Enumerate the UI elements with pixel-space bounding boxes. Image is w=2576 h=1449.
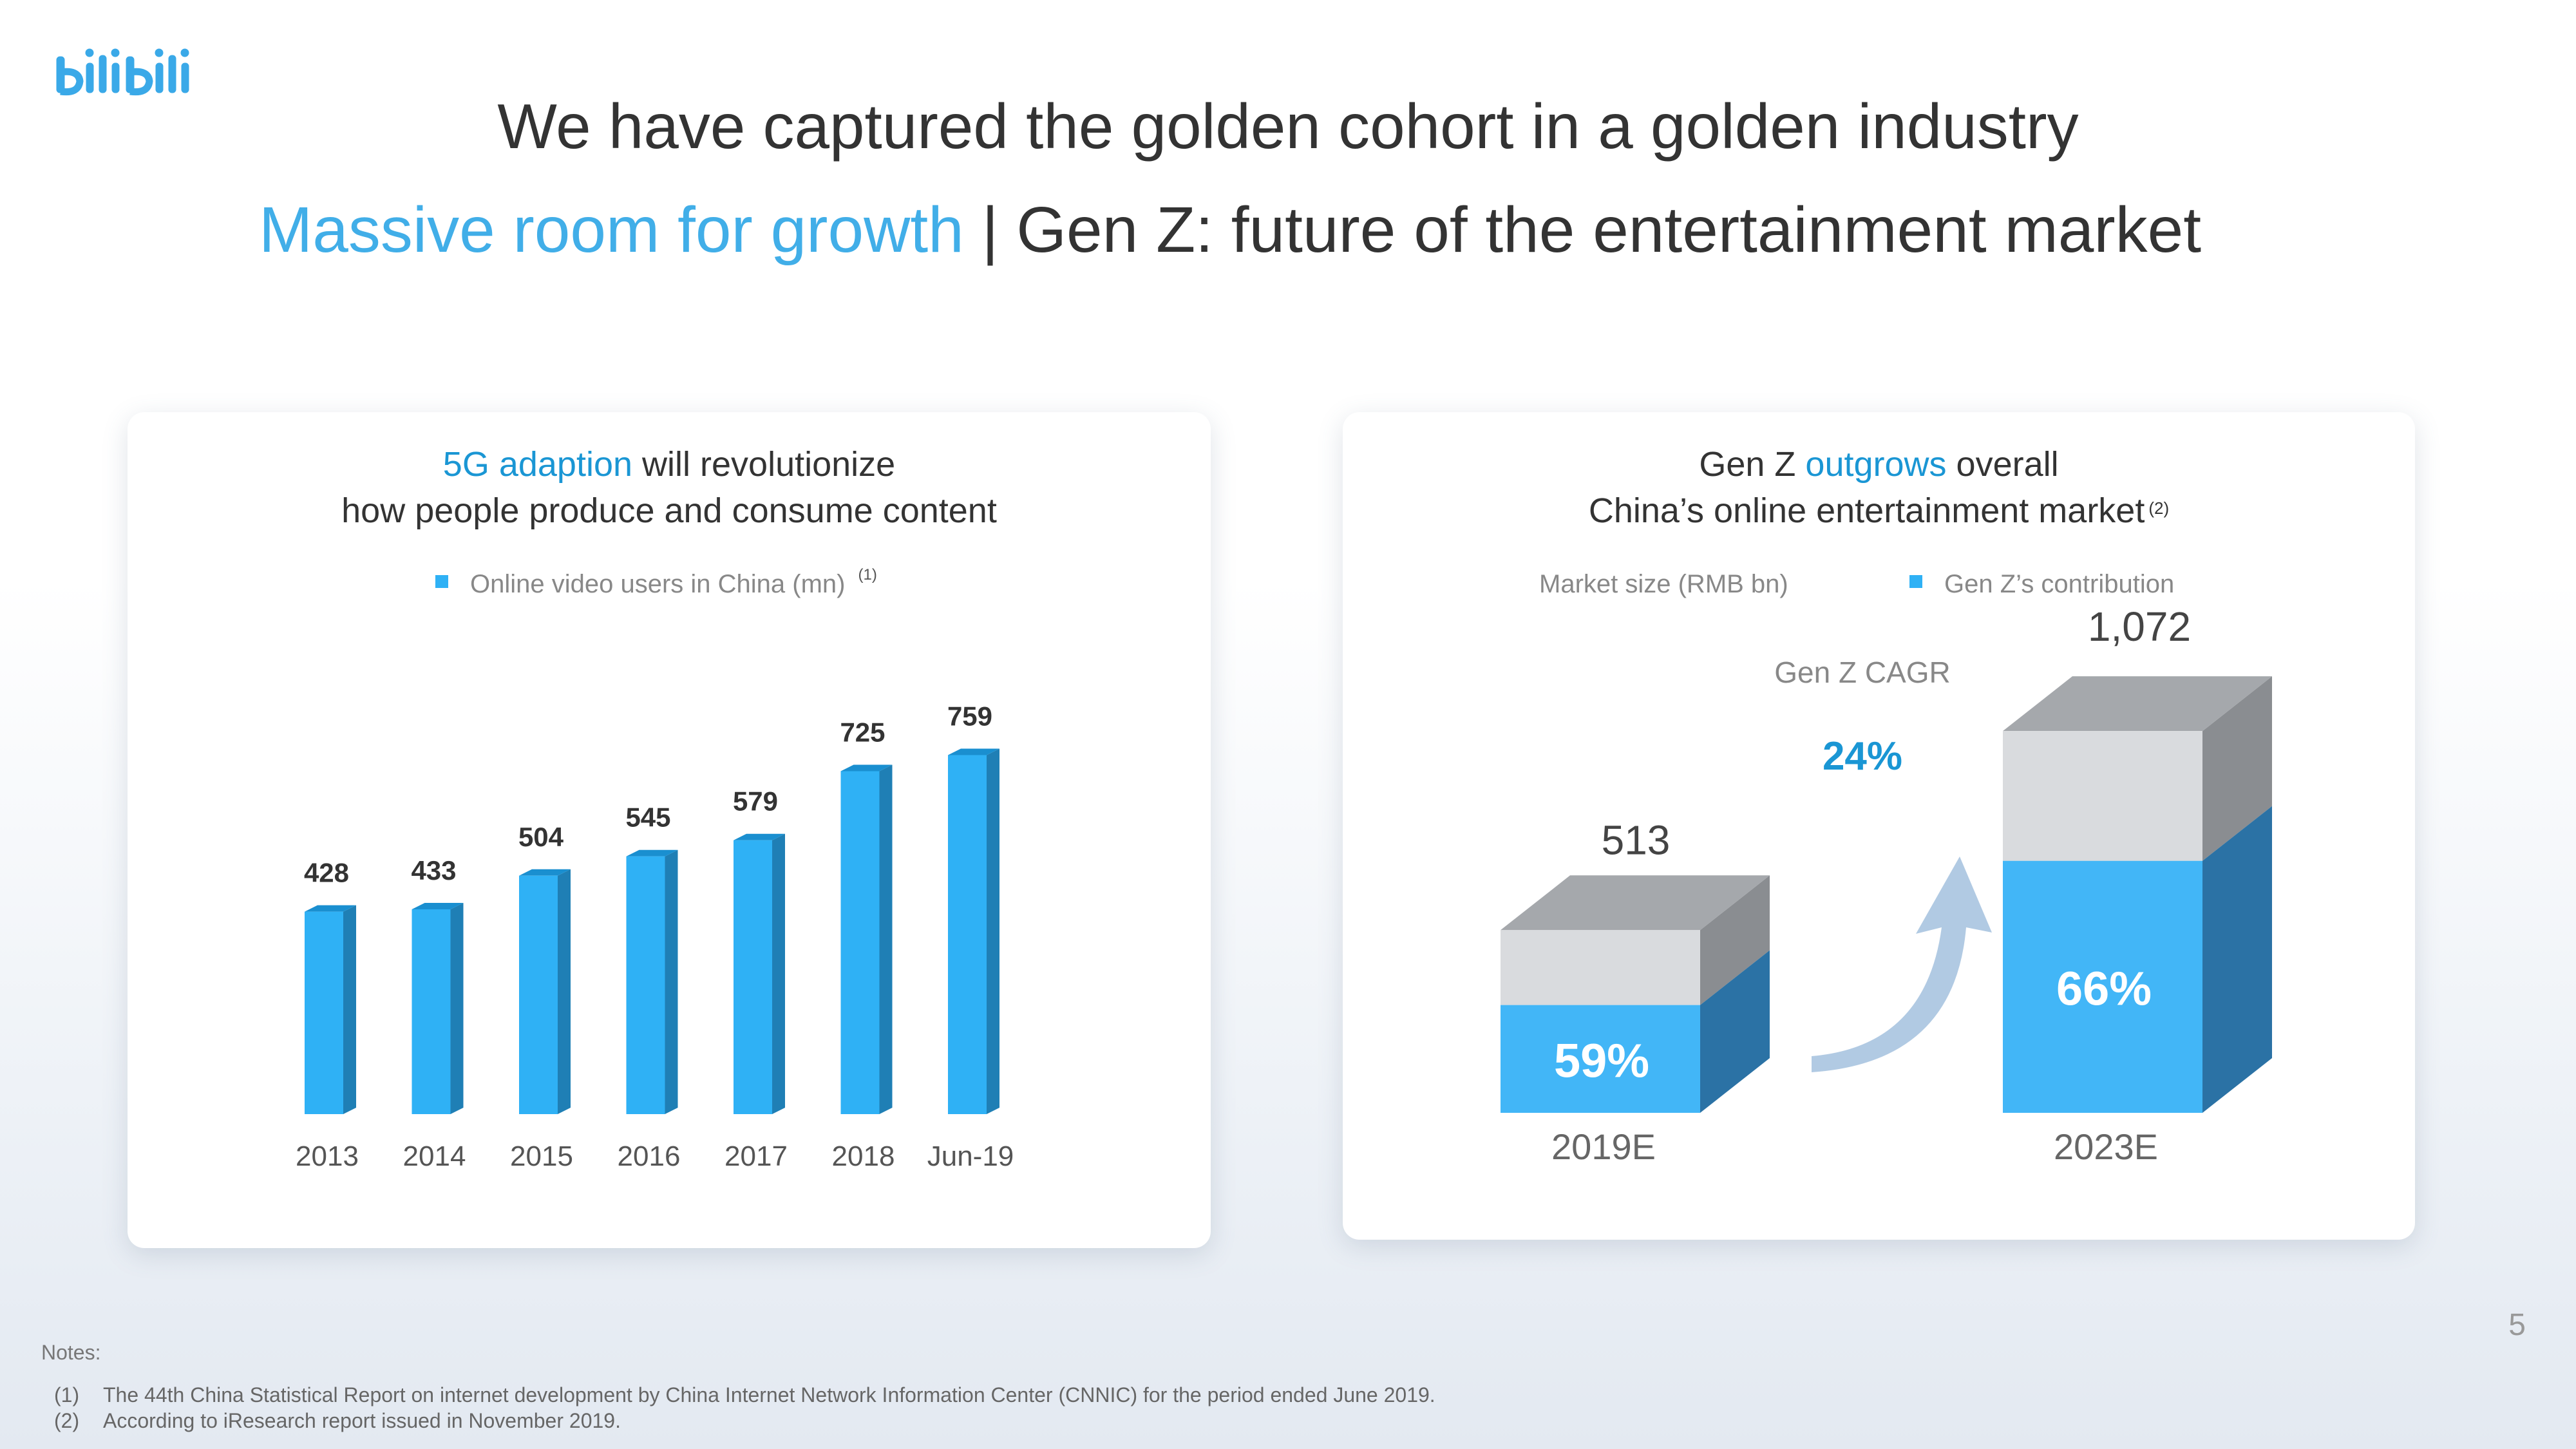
x-tick-label: Jun-19 — [927, 1141, 1014, 1172]
bar-top — [734, 833, 785, 840]
note-number: (1) — [54, 1383, 80, 1406]
bar-side — [343, 905, 356, 1114]
page-title: We have captured the golden cohort in a … — [497, 91, 2079, 162]
right-heading-pre: Gen Z — [1699, 445, 1806, 484]
bar-top — [626, 849, 678, 857]
left-heading-line2: how people produce and consume content — [341, 491, 997, 530]
genz-legend: Gen Z’s contribution — [1909, 570, 2174, 599]
left-heading-highlight: 5G adaption — [442, 445, 633, 484]
bar-value-label: 504 — [518, 822, 564, 852]
bar-2013 — [305, 911, 343, 1114]
total-label: 1,072 — [2088, 603, 2191, 650]
bar-value-label: 433 — [411, 855, 456, 886]
right-heading-highlight: outgrows — [1805, 445, 1947, 484]
genz-segment-2019E — [1501, 1005, 1700, 1113]
notes-label: Notes: — [41, 1341, 101, 1364]
market-size-label: Market size (RMB bn) — [1539, 570, 1788, 598]
growth-arrow — [1812, 857, 1992, 1072]
bar-top — [948, 748, 999, 755]
subtitle-rest: Gen Z: future of the entertainment marke… — [1016, 194, 2202, 266]
x-tick-label: 2016 — [618, 1141, 681, 1172]
bar-side — [450, 902, 464, 1114]
x-tick-label: 2018 — [832, 1141, 895, 1172]
market-size-legend: Market size (RMB bn) — [1539, 570, 1788, 599]
cagr-label: Gen Z CAGR — [1774, 656, 1951, 689]
bar-2018 — [840, 771, 880, 1114]
left-legend-label: Online video users in China (mn) — [470, 570, 846, 598]
bar-2015 — [519, 875, 558, 1114]
x-tick-label: 2014 — [403, 1141, 466, 1172]
genz-share-label: 59% — [1554, 1034, 1649, 1087]
note-text: The 44th China Statistical Report on int… — [103, 1383, 1435, 1406]
left-legend: Online video users in China (mn) (1) — [435, 566, 877, 599]
bar-value-label: 579 — [733, 786, 778, 817]
legend-swatch — [435, 575, 448, 589]
bar-value-label: 428 — [304, 858, 349, 888]
bar-side — [879, 764, 893, 1114]
bar-Jun-19 — [948, 755, 987, 1114]
bar-top — [519, 869, 571, 876]
genz-side — [1700, 950, 1770, 1113]
others-segment-2019E — [1501, 930, 1700, 1005]
x-tick-label: 2013 — [296, 1141, 359, 1172]
others-segment-2023E — [2003, 731, 2202, 861]
right-card-heading: Gen Z outgrows overall China’s online en… — [1343, 441, 2415, 534]
gen-z-stacked-bar-chart: 59% 513 2019E 66% 1,072 2023E Gen Z CAGR 24% — [1501, 603, 2272, 1167]
others-side — [2202, 676, 2272, 861]
page-subtitle: Massive room for growth | Gen Z: future … — [0, 193, 2460, 267]
cagr-value: 24% — [1823, 734, 1902, 779]
bar-2017 — [734, 840, 772, 1114]
bar-side — [987, 748, 999, 1114]
bar-side — [558, 869, 571, 1114]
bar-2014 — [412, 909, 451, 1114]
online-video-users-card: 5G adaption will revolutionize how peopl… — [128, 412, 1211, 1248]
online-video-users-bar-chart: 428 2013 433 2014 504 2015 545 2016 579 2017 725 20… — [296, 701, 1014, 1172]
x-tick-label: 2017 — [724, 1141, 788, 1172]
genz-share-label: 66% — [2056, 961, 2152, 1015]
total-label: 513 — [1602, 817, 1671, 863]
category-label: 2023E — [2054, 1126, 2158, 1167]
bar-value-label: 759 — [947, 701, 992, 732]
subtitle-separator: | — [963, 194, 1017, 266]
bilibili-logo — [56, 48, 189, 96]
others-side — [1700, 875, 1770, 1005]
others-top — [1501, 875, 1770, 931]
bar-top — [840, 764, 893, 772]
bar-value-label: 725 — [840, 717, 885, 747]
bar-side — [665, 849, 678, 1114]
bar-top — [412, 902, 464, 909]
note-2: (2) According to iResearch report issued … — [54, 1409, 621, 1433]
right-heading-note: (2) — [2148, 498, 2170, 518]
genz-segment-2023E — [2003, 860, 2202, 1113]
page-number: 5 — [2508, 1308, 2526, 1342]
bar-value-label: 545 — [625, 802, 670, 833]
right-heading-post: overall — [1946, 445, 2059, 484]
left-heading-rest: will revolutionize — [632, 445, 896, 484]
note-1: (1) The 44th China Statistical Report on … — [54, 1383, 1435, 1407]
right-heading-line2: China’s online entertainment market — [1588, 491, 2145, 530]
genz-legend-label: Gen Z’s contribution — [1944, 570, 2175, 598]
bar-2016 — [626, 856, 665, 1114]
bar-top — [305, 905, 356, 912]
category-label: 2019E — [1551, 1126, 1656, 1167]
note-text: According to iResearch report issued in … — [103, 1409, 621, 1432]
left-card-heading: 5G adaption will revolutionize how peopl… — [128, 441, 1211, 534]
gen-z-market-card: Gen Z outgrows overall China’s online en… — [1343, 412, 2415, 1240]
bar-side — [772, 833, 785, 1114]
others-top — [2003, 676, 2272, 732]
left-legend-note: (1) — [858, 566, 877, 583]
genz-legend-swatch — [1909, 575, 1922, 589]
subtitle-accent: Massive room for growth — [258, 194, 964, 266]
note-number: (2) — [54, 1409, 80, 1432]
genz-side — [2202, 806, 2272, 1113]
x-tick-label: 2015 — [510, 1141, 573, 1172]
